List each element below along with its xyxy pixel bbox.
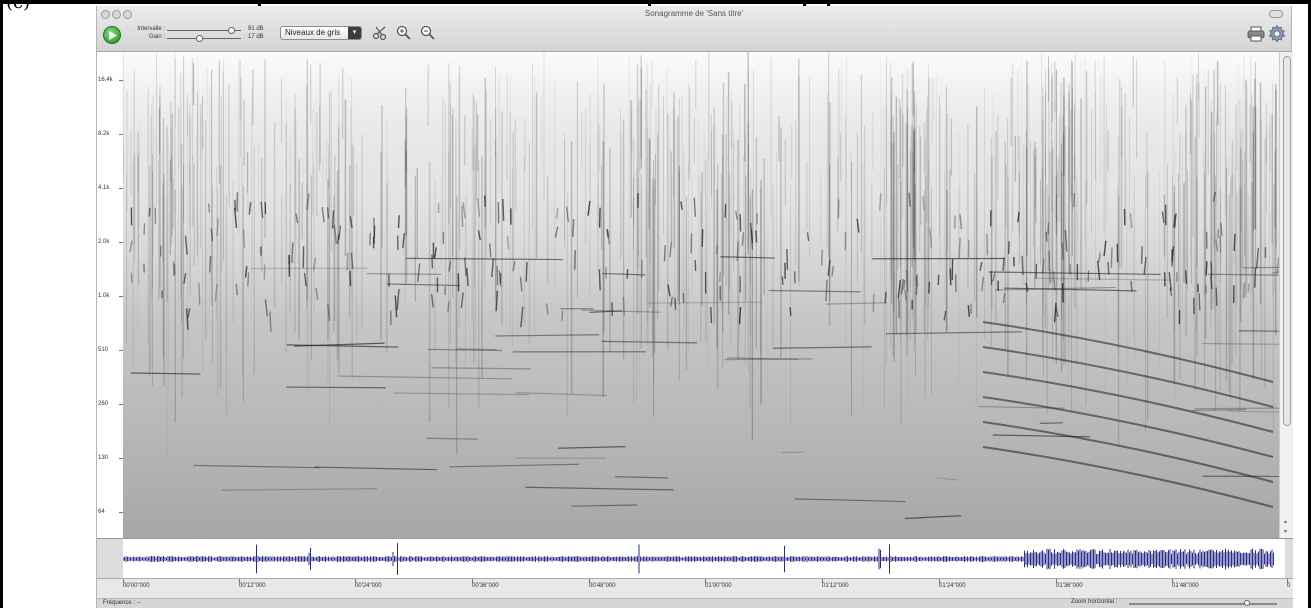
frame-left-border (0, 0, 3, 608)
scroll-up-arrow-icon[interactable]: ▴ (1284, 519, 1288, 525)
minimize-window-button[interactable] (112, 10, 121, 19)
frame-right-border (1308, 0, 1311, 608)
play-icon (109, 31, 117, 40)
time-tick-label: 01'48"000 (1172, 583, 1199, 589)
horizontal-zoom-slider[interactable] (1129, 603, 1277, 605)
frequency-tick-label: 260 (98, 401, 109, 407)
zoom-out-icon[interactable] (419, 24, 437, 42)
zoom-in-icon[interactable] (395, 24, 413, 42)
time-tick-label: 0 (1287, 583, 1291, 589)
intervalle-label: Intervalle : (137, 26, 165, 32)
gain-label: Gain : (148, 34, 165, 40)
frequency-tick-label: 4.1k (98, 185, 110, 191)
time-tick-label: 00'48"000 (589, 583, 616, 589)
sonagram-window: Sonagramme de 'Sans titre' Intervalle : … (96, 6, 1293, 608)
window-title: Sonagramme de 'Sans titre' (644, 9, 744, 18)
frequency-tick-label: 1.0k (98, 293, 110, 299)
vertical-scrollbar-thumb[interactable] (1283, 56, 1291, 426)
chevron-down-icon: ▾ (348, 27, 361, 39)
time-axis: 00'00"000 00'12"000 00'24"000 00'36"000 … (97, 578, 1293, 598)
frequency-tick-label: 8.2k (98, 131, 110, 137)
time-tick-label: 01'36"000 (1056, 583, 1083, 589)
time-tick-label: 00'12"000 (239, 583, 266, 589)
statusbar: Fréquence : -- Zoom horizontal : (97, 598, 1293, 608)
waveform-image[interactable] (123, 539, 1285, 579)
gain-slider-knob[interactable] (196, 35, 204, 42)
gear-icon[interactable] (1267, 24, 1287, 44)
gain-slider[interactable] (167, 38, 241, 39)
time-tick-label: 00'36"000 (472, 583, 499, 589)
intervalle-slider[interactable] (167, 30, 241, 31)
frequency-tick-label: 64 (98, 509, 105, 515)
spectrogram-panel: 16.4k 8.2k 4.1k 2.0k 1.0k 510 260 130 64… (97, 52, 1293, 538)
time-tick-label: 01'24"000 (939, 583, 966, 589)
gain-value: 17 dB (248, 34, 264, 40)
frequency-tick-label: 510 (98, 347, 109, 353)
time-tick-label: 01'12"000 (822, 583, 849, 589)
frequency-axis: 16.4k 8.2k 4.1k 2.0k 1.0k 510 260 130 64 (97, 52, 123, 538)
scroll-down-arrow-icon[interactable]: ▾ (1284, 529, 1288, 535)
corner-label: (c) (6, 0, 31, 13)
colormap-selected-label: Niveaux de gris (285, 28, 341, 37)
spectrogram-image[interactable] (123, 52, 1279, 538)
intervalle-value: 91 dB (248, 26, 264, 32)
waveform-panel (97, 538, 1293, 579)
frequency-readout: Fréquence : -- (103, 600, 141, 606)
close-window-button[interactable] (101, 10, 110, 19)
frequency-tick-label: 16.4k (98, 77, 113, 83)
colormap-select[interactable]: Niveaux de gris ▾ (280, 26, 362, 40)
time-tick-label: 00'00"000 (123, 583, 150, 589)
time-tick-label: 00'24"000 (355, 583, 382, 589)
horizontal-zoom-slider-knob[interactable] (1244, 600, 1251, 606)
frequency-tick-label: 2.0k (98, 239, 110, 245)
horizontal-zoom-label: Zoom horizontal : (1071, 599, 1118, 605)
vertical-scrollbar[interactable]: ▴ ▾ (1279, 52, 1293, 538)
frequency-tick-label: 130 (98, 455, 109, 461)
time-tick-label: 01'00"000 (705, 583, 732, 589)
intervalle-slider-knob[interactable] (228, 27, 236, 34)
scissors-icon[interactable] (371, 24, 389, 42)
play-button[interactable] (103, 26, 121, 44)
frame-top-border (0, 0, 1311, 4)
toolbar-toggle-button[interactable] (1269, 10, 1283, 18)
print-icon[interactable] (1247, 26, 1265, 42)
titlebar: Sonagramme de 'Sans titre' Intervalle : … (97, 6, 1291, 52)
zoom-window-button[interactable] (123, 10, 132, 19)
